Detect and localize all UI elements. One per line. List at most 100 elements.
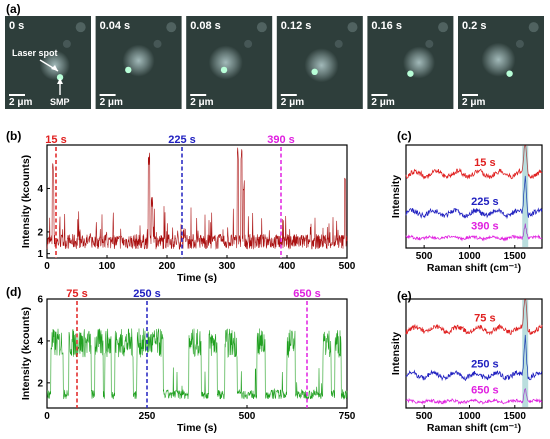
peak-highlight bbox=[522, 146, 529, 247]
x-tick-label: 1500 bbox=[504, 251, 527, 262]
laser-spot bbox=[220, 66, 228, 74]
chart-d: 0 250 500 750 Time (s) 2 4 6 Intensity (kcounts)… bbox=[20, 288, 356, 434]
frame-annotations: Laser spot SMP bbox=[12, 48, 70, 107]
scale-bar bbox=[462, 94, 478, 96]
plot-frame bbox=[46, 298, 348, 409]
spectrum-label: 15 s bbox=[474, 157, 495, 169]
frame-2: 0.08 s 2 μm bbox=[186, 16, 273, 109]
faint-particle bbox=[166, 22, 177, 33]
x-axis-label: Raman shift (cm⁻¹) bbox=[427, 422, 521, 434]
scale-bar bbox=[99, 94, 116, 96]
frame-time-label: 0.04 s bbox=[100, 20, 131, 32]
x-tick-label: 1000 bbox=[458, 411, 481, 422]
frame-3: 0.12 s 2 μm bbox=[276, 16, 363, 109]
smp-arrowhead bbox=[57, 78, 63, 84]
faint-particle bbox=[256, 22, 267, 33]
smp-glow bbox=[403, 46, 435, 79]
laser-spot-label: Laser spot bbox=[12, 48, 58, 58]
faint-particle bbox=[347, 22, 358, 33]
trace-line bbox=[46, 147, 348, 250]
chart-b: 0 100 200 300 400 500 Time (s) 1 2 4 Intensity (kc… bbox=[20, 134, 356, 284]
x-tick-label: 1500 bbox=[504, 411, 527, 422]
faint-particle bbox=[515, 39, 524, 48]
scale-bar-label: 2 μm bbox=[100, 97, 123, 108]
x-tick-label: 500 bbox=[416, 411, 433, 422]
scale-bar-label: 2 μm bbox=[190, 97, 213, 108]
smp-glow bbox=[208, 45, 243, 80]
laser-spot bbox=[311, 68, 318, 76]
laser-spot bbox=[125, 66, 132, 74]
scale-bar-label: 2 μm bbox=[371, 97, 394, 108]
x-tick-label: 750 bbox=[339, 411, 356, 422]
spectrum-label: 390 s bbox=[471, 221, 499, 233]
faint-particle bbox=[244, 39, 253, 48]
x-tick-label: 200 bbox=[159, 261, 176, 272]
spectrum-label: 225 s bbox=[471, 196, 499, 208]
time-marker-label: 390 s bbox=[267, 134, 295, 146]
time-marker-label: 75 s bbox=[66, 288, 87, 300]
frame-0: 0 s 2 μm bbox=[5, 16, 91, 109]
plot-frame bbox=[405, 298, 543, 409]
plot-frame bbox=[46, 144, 348, 259]
time-marker-label: 650 s bbox=[293, 288, 321, 300]
frame-time-label: 0 s bbox=[9, 20, 24, 32]
x-tick-label: 400 bbox=[279, 261, 296, 272]
scale-bar bbox=[190, 94, 207, 96]
frame-time-label: 0.16 s bbox=[371, 20, 402, 32]
smp-glow bbox=[481, 42, 516, 77]
frame-1: 0.04 s 2 μm bbox=[95, 16, 182, 109]
trace-line bbox=[46, 328, 348, 400]
y-axis-label: Intensity (kcounts) bbox=[20, 307, 32, 400]
panel-d-letter: (d) bbox=[6, 285, 21, 299]
x-tick-label: 500 bbox=[339, 261, 356, 272]
x-axis-label: Time (s) bbox=[177, 272, 217, 284]
faint-particle bbox=[334, 39, 343, 48]
spectrum-line bbox=[405, 334, 543, 382]
faint-particle bbox=[425, 39, 434, 48]
faint-particle bbox=[438, 22, 449, 33]
spectrum-line bbox=[405, 223, 543, 242]
scale-bar bbox=[371, 94, 388, 96]
y-tick-label: 6 bbox=[37, 295, 43, 306]
smp-label: SMP bbox=[50, 97, 70, 107]
panel-b-letter: (b) bbox=[6, 129, 21, 143]
laser-spot-arrowhead bbox=[51, 65, 58, 71]
spectrum-line bbox=[405, 387, 543, 405]
spectrum-line bbox=[405, 175, 543, 220]
panel-c-letter: (c) bbox=[397, 129, 412, 143]
x-tick-label: 1000 bbox=[458, 251, 481, 262]
x-tick-label: 0 bbox=[44, 411, 50, 422]
faint-particle bbox=[75, 22, 86, 33]
scale-bar bbox=[9, 94, 25, 96]
peak-highlight bbox=[522, 300, 529, 407]
y-tick-label: 4 bbox=[37, 336, 43, 347]
faint-particle bbox=[62, 39, 71, 48]
laser-spot bbox=[506, 70, 513, 77]
y-tick-label: 2 bbox=[37, 227, 43, 238]
scale-bar bbox=[280, 94, 297, 96]
y-tick-label: 4 bbox=[37, 184, 43, 195]
panel-e-letter: (e) bbox=[397, 289, 412, 303]
time-marker-label: 225 s bbox=[168, 134, 196, 146]
x-tick-label: 250 bbox=[139, 411, 156, 422]
spectrum-label: 75 s bbox=[474, 313, 495, 325]
y-axis-label: Intensity bbox=[390, 175, 402, 218]
x-axis-label: Time (s) bbox=[177, 422, 217, 434]
microscopy-frames: 0 s2 μm0.04 s2 μm0.08 s2 μm0.12 s2 μm0.1… bbox=[5, 16, 544, 109]
frame-time-label: 0.2 s bbox=[462, 20, 486, 32]
x-tick-label: 100 bbox=[99, 261, 116, 272]
scale-bar-label: 2 μm bbox=[281, 97, 304, 108]
time-marker-label: 250 s bbox=[133, 288, 161, 300]
laser-spot bbox=[56, 74, 64, 81]
spectrum-label: 650 s bbox=[471, 384, 499, 396]
laser-spot bbox=[407, 70, 414, 77]
time-marker-label: 15 s bbox=[45, 134, 66, 146]
y-axis-label: Intensity bbox=[390, 332, 402, 375]
scale-bar-label: 2 μm bbox=[9, 97, 32, 108]
x-axis-label: Raman shift (cm⁻¹) bbox=[427, 262, 521, 274]
panel-a-letter: (a) bbox=[6, 2, 21, 16]
x-tick-label: 300 bbox=[219, 261, 236, 272]
smp-glow bbox=[304, 48, 339, 83]
